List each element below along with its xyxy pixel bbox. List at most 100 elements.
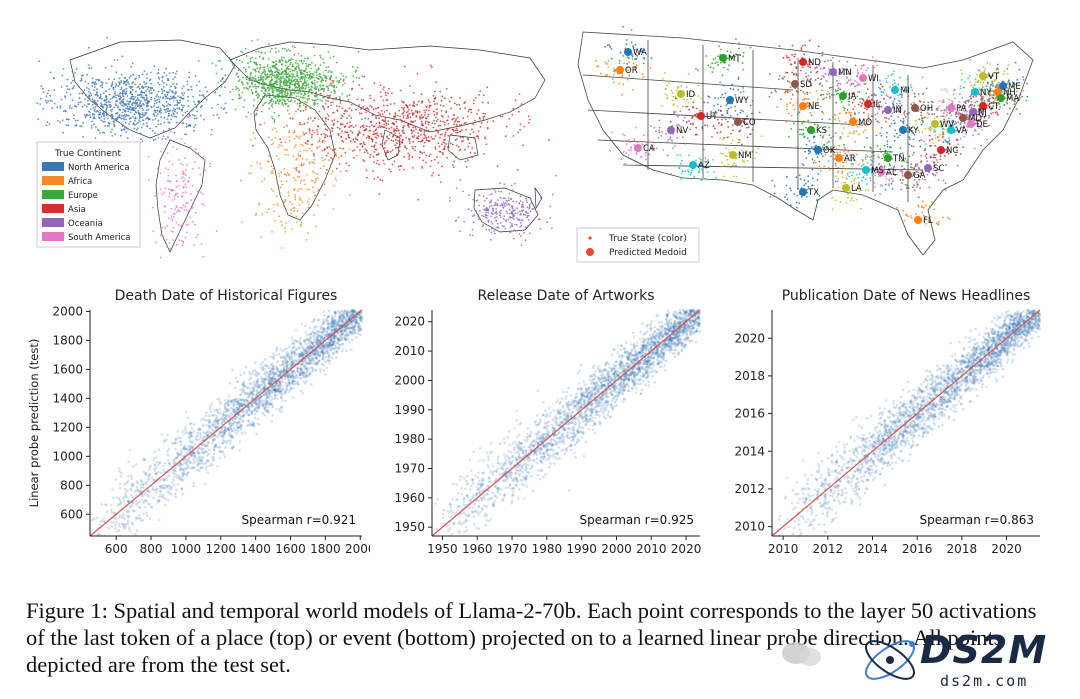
scatter-points (91, 308, 364, 537)
state-label: CT (988, 102, 1000, 112)
state-medoid (979, 72, 987, 80)
x-tick-label: 1200 (205, 542, 236, 556)
state-medoid (862, 166, 870, 174)
state-label: TN (892, 154, 905, 164)
state-label: LA (851, 184, 862, 194)
world-map-legend: True Continent North America Africa Europe… (36, 141, 141, 248)
state-medoid (859, 74, 867, 82)
state-label: NH (1003, 88, 1016, 98)
x-tick-label: 2014 (857, 542, 888, 556)
state-label: ME (1008, 82, 1021, 92)
world-legend-label: Africa (68, 177, 92, 187)
y-axis-label: Linear probe prediction (test) (27, 339, 41, 508)
x-tick-label: 1960 (462, 542, 493, 556)
state-medoid (979, 102, 987, 110)
world-map-points (36, 36, 558, 259)
state-label: NE (808, 102, 820, 112)
x-tick-label: 1600 (275, 542, 306, 556)
state-label: MA (1006, 94, 1019, 104)
world-legend-title: True Continent (54, 149, 121, 159)
state-label: IL (873, 100, 881, 110)
state-medoid (904, 171, 912, 179)
state-label: PA (956, 104, 967, 114)
y-tick-label: 2020 (394, 315, 425, 329)
y-tick-label: 1400 (52, 391, 83, 405)
world-map-figure: True Continent North America Africa Europe… (36, 36, 558, 259)
state-medoid (969, 108, 977, 116)
state-medoid (697, 112, 705, 120)
x-tick-label: 2012 (813, 542, 844, 556)
state-label: IA (848, 92, 857, 102)
state-label: AL (886, 168, 897, 178)
state-medoid (726, 96, 734, 104)
us-map-medoids: WA OR MT ND MN SD WI MI ID WY NE IA IL IN OH PA NY VT MENH… (616, 48, 1021, 226)
state-label: MI (900, 86, 910, 96)
state-medoid (864, 100, 872, 108)
state-medoid (677, 90, 685, 98)
state-label: VA (956, 126, 967, 136)
y-tick-label: 2010 (734, 520, 765, 534)
y-tick-label: 2018 (734, 369, 765, 383)
state-label: OR (625, 66, 638, 76)
state-label: WA (633, 48, 647, 58)
state-label: UT (706, 112, 718, 122)
state-label: ND (808, 58, 821, 68)
y-tick-label: 1200 (52, 420, 83, 434)
x-tick-label: 2010 (636, 542, 667, 556)
y-tick-label: 1970 (394, 461, 425, 475)
state-label: AR (844, 154, 856, 164)
state-medoid (842, 184, 850, 192)
world-legend-label: South America (68, 233, 130, 243)
y-tick-label: 1600 (52, 362, 83, 376)
identity-line (89, 309, 363, 537)
state-medoid (999, 82, 1007, 90)
x-tick-label: 1990 (566, 542, 597, 556)
state-medoid (911, 104, 919, 112)
scatter-points (771, 308, 1042, 538)
state-medoid (947, 126, 955, 134)
state-label: WV (940, 120, 954, 130)
x-tick-label: 1980 (532, 542, 563, 556)
state-label: NC (946, 146, 958, 156)
state-medoid (689, 161, 697, 169)
state-medoid (719, 54, 727, 62)
state-label: OK (823, 146, 836, 156)
chart-title: Death Date of Historical Figures (115, 288, 338, 304)
world-legend-label: Asia (68, 205, 86, 215)
state-label: MT (728, 54, 741, 64)
state-label: CO (743, 118, 756, 128)
state-label: KS (816, 126, 827, 136)
state-label: ID (686, 90, 696, 100)
state-label: FL (923, 216, 933, 226)
x-tick-label: 2016 (902, 542, 933, 556)
state-label: SC (933, 164, 944, 174)
state-medoid (729, 151, 737, 159)
state-label: CA (643, 144, 655, 154)
x-tick-label: 2000 (601, 542, 632, 556)
state-medoid (667, 126, 675, 134)
wechat-icon (782, 642, 821, 666)
x-tick-label: 1000 (171, 542, 202, 556)
identity-line (771, 309, 1041, 537)
us-legend-predicted-medoid: Predicted Medoid (609, 248, 687, 258)
x-tick-label: 2020 (991, 542, 1022, 556)
state-medoid (877, 168, 885, 176)
state-label: IN (893, 106, 902, 116)
state-medoid (884, 106, 892, 114)
world-legend-label: Oceania (68, 219, 103, 229)
state-medoid (997, 94, 1005, 102)
state-medoid (829, 68, 837, 76)
y-tick-label: 800 (60, 478, 83, 492)
us-map-outline (577, 31, 1034, 256)
state-medoid (891, 86, 899, 94)
state-medoid (937, 146, 945, 154)
state-medoid (839, 92, 847, 100)
state-medoid (799, 58, 807, 66)
state-label: TX (807, 188, 819, 198)
state-medoid (807, 126, 815, 134)
legend-swatch (42, 162, 64, 171)
state-medoid (799, 188, 807, 196)
state-medoid (994, 88, 1002, 96)
identity-line (431, 309, 701, 537)
x-tick-label: 2000 (345, 542, 370, 556)
